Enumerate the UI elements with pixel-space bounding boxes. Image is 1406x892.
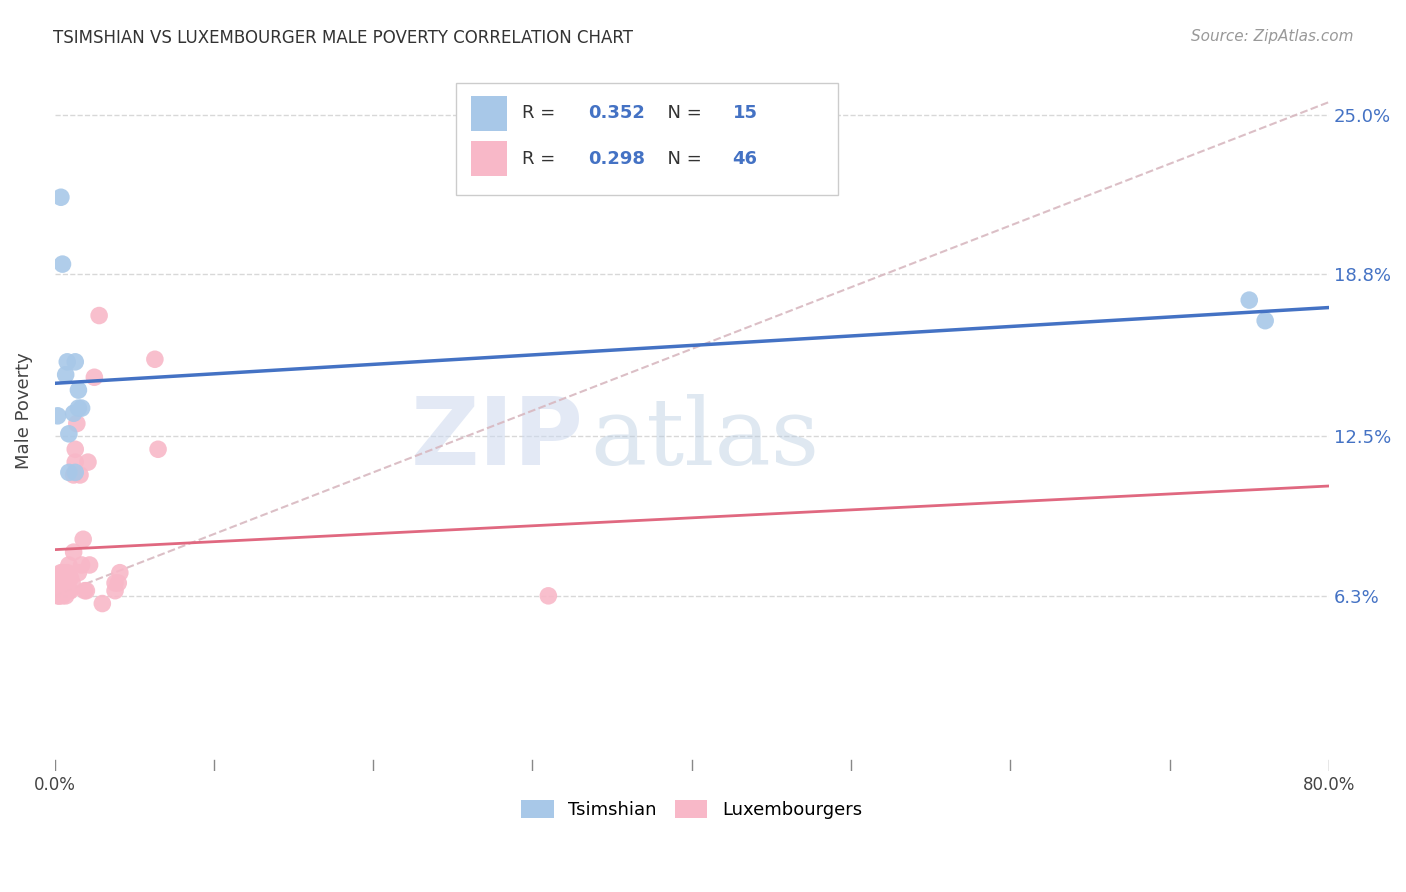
Point (62, 406, 84, 420)
Point (48, 589, 70, 603)
Point (62, 467, 84, 482)
Point (70, 558, 93, 572)
Point (49, 576, 72, 591)
FancyBboxPatch shape (471, 96, 508, 130)
Point (104, 583, 127, 598)
Point (51, 589, 73, 603)
FancyBboxPatch shape (456, 83, 838, 194)
Point (69, 467, 91, 482)
Text: atlas: atlas (589, 394, 820, 484)
Point (53, 576, 76, 591)
Point (72, 533, 94, 547)
Point (58, 583, 80, 598)
Point (89, 309, 111, 323)
Point (62, 545, 84, 559)
Y-axis label: Male Poverty: Male Poverty (15, 352, 32, 469)
Point (55, 589, 77, 603)
Point (51, 566, 73, 580)
Point (60, 576, 83, 591)
Text: 46: 46 (733, 150, 758, 168)
Text: ZIP: ZIP (411, 393, 583, 485)
Point (58, 558, 80, 572)
Point (65, 355, 87, 369)
Point (58, 466, 80, 480)
Point (1254, 314, 1277, 328)
Point (49, 190, 72, 204)
Text: 0.352: 0.352 (589, 104, 645, 122)
Point (59, 571, 82, 585)
Point (56, 355, 79, 369)
Point (66, 417, 89, 431)
Text: R =: R = (522, 150, 561, 168)
Point (53, 583, 76, 598)
FancyBboxPatch shape (471, 142, 508, 176)
Point (65, 442, 87, 457)
Point (51, 257, 73, 271)
Point (55, 571, 77, 585)
Text: Source: ZipAtlas.com: Source: ZipAtlas.com (1191, 29, 1354, 44)
Point (65, 466, 87, 480)
Point (65, 455, 87, 469)
Point (83, 370, 105, 384)
Point (55, 368, 77, 382)
Point (79, 558, 101, 572)
Point (77, 455, 100, 469)
Text: TSIMSHIAN VS LUXEMBOURGER MALE POVERTY CORRELATION CHART: TSIMSHIAN VS LUXEMBOURGER MALE POVERTY C… (53, 29, 634, 46)
Point (67, 383, 90, 397)
Point (46, 589, 69, 603)
Point (56, 566, 79, 580)
Text: N =: N = (657, 104, 707, 122)
Point (107, 576, 129, 591)
Point (51, 576, 73, 591)
Text: R =: R = (522, 104, 561, 122)
Point (49, 583, 72, 598)
Point (1239, 293, 1261, 307)
Point (56, 576, 79, 591)
Point (46, 409, 69, 423)
Text: 15: 15 (733, 104, 758, 122)
Point (143, 352, 166, 367)
Point (146, 442, 169, 457)
Point (537, 589, 560, 603)
Point (48, 589, 70, 603)
Point (49, 566, 72, 580)
Point (91, 597, 114, 611)
Point (67, 401, 90, 416)
Point (49, 583, 72, 598)
Point (58, 426, 80, 441)
Legend: Tsimshian, Luxembourgers: Tsimshian, Luxembourgers (515, 793, 869, 827)
Point (108, 566, 131, 580)
Point (51, 583, 73, 598)
Text: N =: N = (657, 150, 707, 168)
Text: 0.298: 0.298 (589, 150, 645, 168)
Point (73, 583, 96, 598)
Point (53, 566, 76, 580)
Point (75, 583, 97, 598)
Point (59, 583, 82, 598)
Point (104, 576, 127, 591)
Point (67, 566, 90, 580)
Point (70, 401, 93, 416)
